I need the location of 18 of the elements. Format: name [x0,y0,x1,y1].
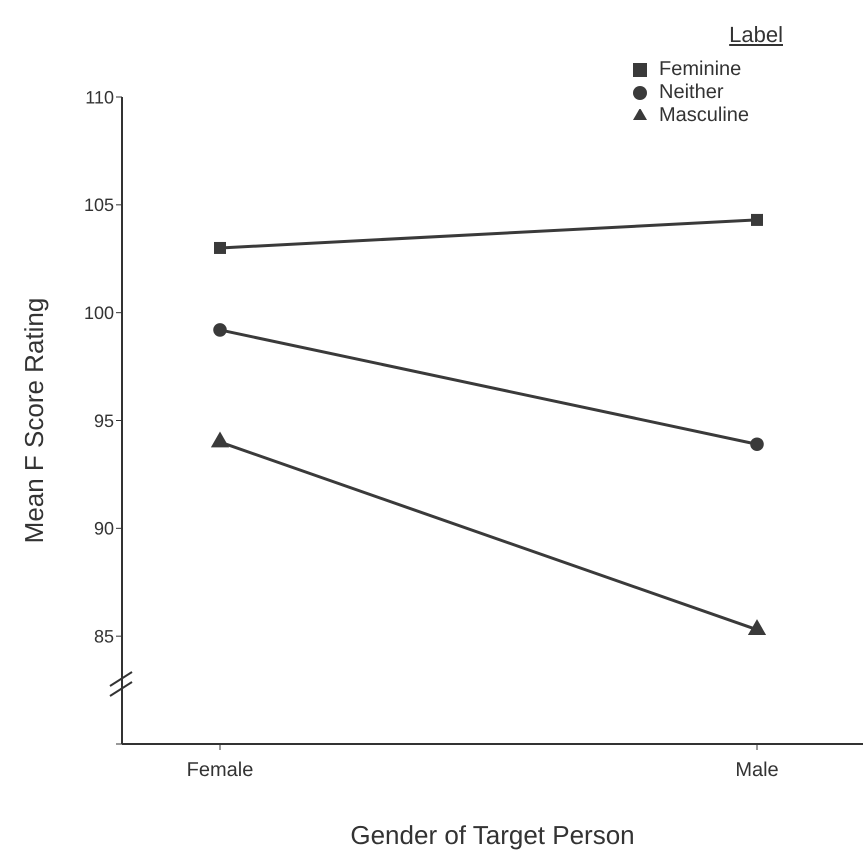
legend-title: Label [729,22,783,48]
x-axis-title: Gender of Target Person [350,820,635,850]
point [213,323,227,337]
x-tick-label: Female [186,759,254,782]
y-axis-title: Mean F Score Rating [19,298,50,544]
legend-label: Masculine [659,104,750,126]
point [750,437,764,451]
y-tick-label: 85 [94,626,114,647]
y-tick-label: 110 [85,87,114,108]
point [214,242,226,254]
legend-label: Neither [659,81,724,103]
y-tick-label: 105 [84,195,114,216]
x-tick-label: Male [735,759,779,782]
legend-label: Feminine [659,58,742,80]
y-tick-label: 90 [94,518,114,539]
y-tick-label: 95 [94,410,114,431]
y-tick-label: 100 [84,303,114,324]
point [751,214,763,226]
